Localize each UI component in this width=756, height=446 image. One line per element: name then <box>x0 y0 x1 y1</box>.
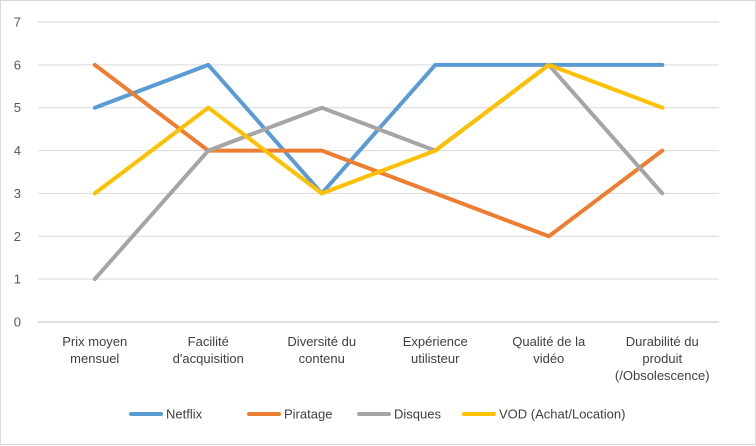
series-line-vod-achat-location <box>92 62 665 196</box>
x-category-label-line: mensuel <box>70 351 119 366</box>
x-category-label-line: Facilité <box>188 334 229 349</box>
y-tick-label: 6 <box>14 57 21 72</box>
y-tick-label: 2 <box>14 229 21 244</box>
y-tick-label: 5 <box>14 100 21 115</box>
x-category-label-line: produit <box>642 351 682 366</box>
x-category-label-line: d'acquisition <box>173 351 244 366</box>
x-category-label: Facilité d'acquisition <box>173 334 244 366</box>
x-axis-labels: Prix moyen mensuel Facilité d'acquisition Di… <box>62 334 709 383</box>
x-category-label: Expérience utilisteur <box>403 334 468 366</box>
legend-label: Disques <box>394 407 441 422</box>
x-category-label: Prix moyen mensuel <box>62 334 127 366</box>
x-category-label: Qualité de la vidéo <box>512 334 586 366</box>
y-tick-label: 0 <box>14 315 21 330</box>
x-category-label-line: Qualité de la <box>512 334 586 349</box>
y-tick-label: 1 <box>14 272 21 287</box>
x-category-label-line: contenu <box>299 351 345 366</box>
x-category-label: Diversité du contenu <box>287 334 356 366</box>
x-category-label: Durabilité du produit (/Obsolescence) <box>615 334 710 383</box>
y-tick-label: 4 <box>14 143 21 158</box>
y-tick-label: 3 <box>14 186 21 201</box>
x-category-label-line: Diversité du <box>287 334 356 349</box>
series-line-disques <box>92 62 665 282</box>
x-category-label-line: (/Obsolescence) <box>615 368 710 383</box>
y-tick-label: 7 <box>14 15 21 30</box>
x-category-label-line: Durabilité du <box>626 334 699 349</box>
series-lines <box>92 62 665 282</box>
x-category-label-line: Prix moyen <box>62 334 127 349</box>
legend-label: Piratage <box>284 407 332 422</box>
x-category-label-line: Expérience <box>403 334 468 349</box>
legend-label: Netflix <box>166 407 203 422</box>
x-category-label-line: vidéo <box>533 351 564 366</box>
legend-label: VOD (Achat/Location) <box>499 407 625 422</box>
legend: Netflix Piratage Disques VOD (Achat/Locatio… <box>129 407 625 422</box>
y-axis-ticks: 0 1 2 3 4 5 6 7 <box>14 15 21 330</box>
x-category-label-line: utilisteur <box>411 351 460 366</box>
